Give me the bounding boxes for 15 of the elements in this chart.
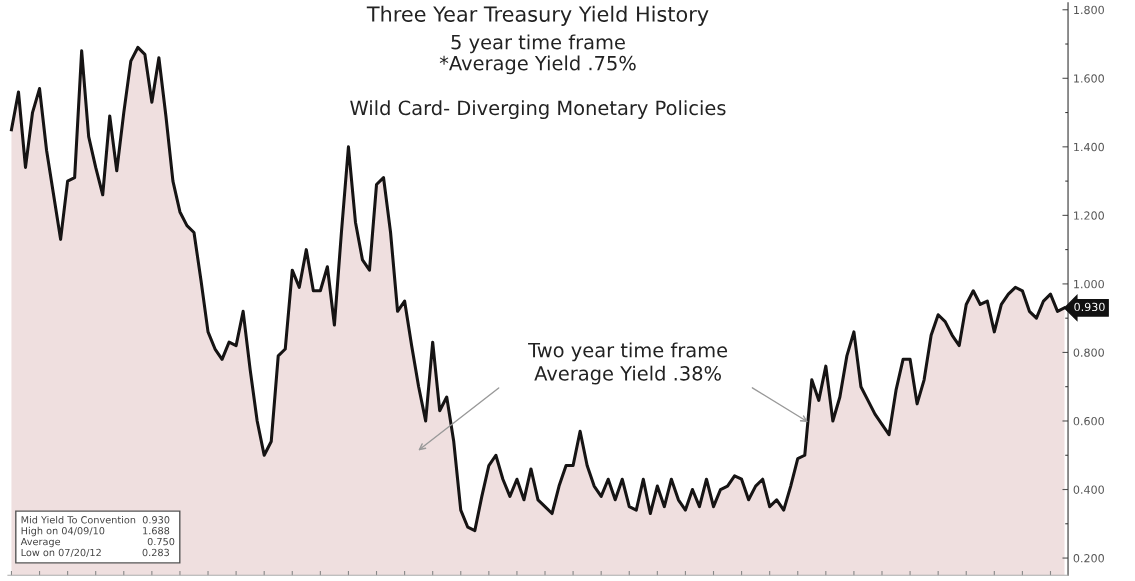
y-tick-label: 0.600 [1073,416,1104,426]
y-tick-label: 1.200 [1074,211,1104,220]
annotation: Two year time frame Average Yield .38% [528,342,728,385]
y-tick-label: 0.800 [1073,348,1104,357]
annotation: Wild Card- Diverging Monetary Policies [350,100,726,120]
y-tick-label: 1.600 [1074,74,1104,83]
text: 0.930 [1074,302,1105,312]
y-tick-label: 0.400 [1073,485,1104,494]
annotation: Mid Yield To Convention 0.930 High on 04/09/10 1.688 Average 0.750 Low on 07/20/12 0.283 [20,515,175,557]
text: 5 year time frame *Average Yield .75% [439,34,636,75]
y-tick-label: 1.400 [1074,142,1104,152]
chart-title: Three Year Treasury Yield History [366,5,709,26]
y-tick-label: 1.000 [1074,279,1104,289]
y-tick-label: 1.800 [1074,5,1104,15]
y-tick-label: 0.200 [1073,554,1104,563]
